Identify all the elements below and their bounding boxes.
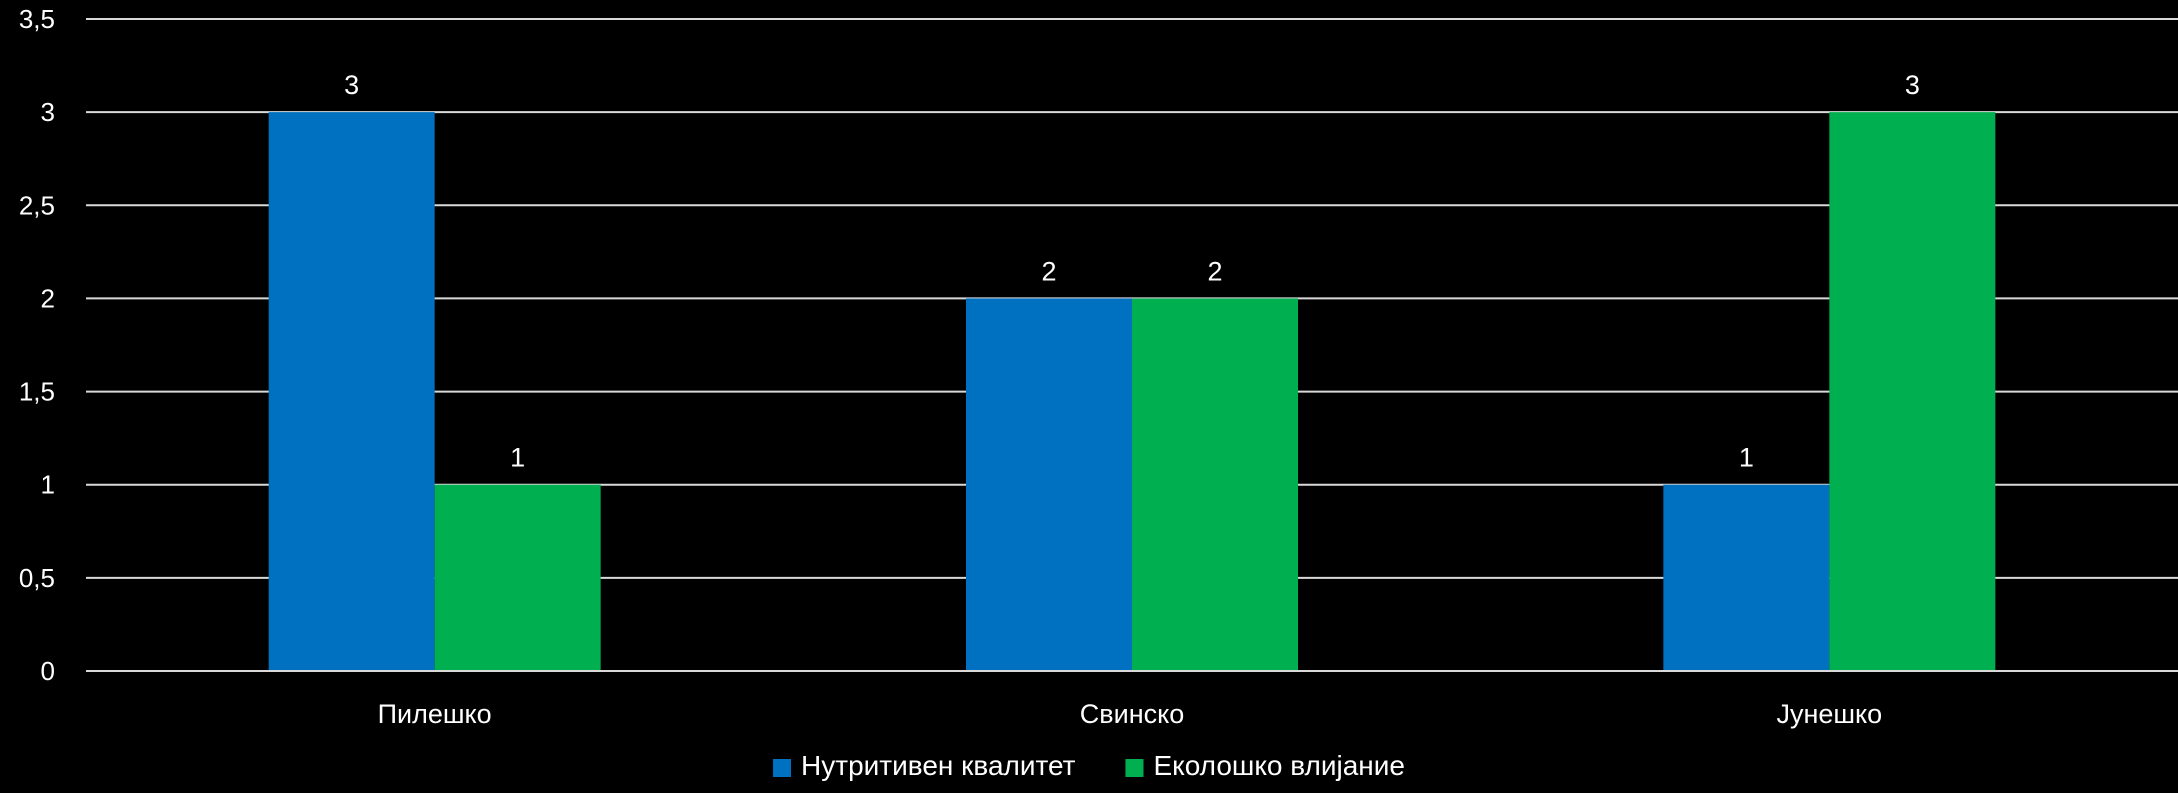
data-label: 1 [510,443,525,473]
y-tick-label: 3 [41,97,55,127]
bar [1132,298,1298,671]
legend-label: Еколошко влијание [1153,750,1404,781]
bar [1829,112,1996,671]
data-label: 2 [1041,256,1056,286]
legend: Нутритивен квалитет Еколошко влијание [773,750,1405,781]
y-tick-label: 3,5 [19,4,55,34]
y-tick-label: 2,5 [19,190,55,220]
y-tick-label: 0,5 [19,563,55,593]
x-tick-label: Јунешко [1776,699,1882,729]
y-tick-label: 1 [41,470,55,500]
y-tick-label: 2 [41,283,55,313]
data-label: 1 [1739,443,1754,473]
legend-swatch [773,759,792,777]
bars [268,112,1996,671]
legend-label: Нутритивен квалитет [801,750,1076,781]
axes: 0 0,5 1 1,5 2 2,5 3 3,5 Пилешко Свинско Јунешко [19,4,2178,729]
bar [434,484,601,671]
data-label: 3 [344,70,359,100]
y-tick-label: 0 [41,656,55,686]
data-labels: 3 1 2 2 1 3 [344,70,1920,473]
x-tick-label: Пилешко [378,699,492,729]
data-label: 2 [1207,256,1222,286]
bar [1663,484,1830,671]
x-tick-label: Свинско [1080,699,1184,729]
bar [268,112,435,671]
legend-swatch [1125,759,1144,777]
bar [966,298,1132,671]
y-tick-label: 1,5 [19,377,55,407]
data-label: 3 [1905,70,1920,100]
